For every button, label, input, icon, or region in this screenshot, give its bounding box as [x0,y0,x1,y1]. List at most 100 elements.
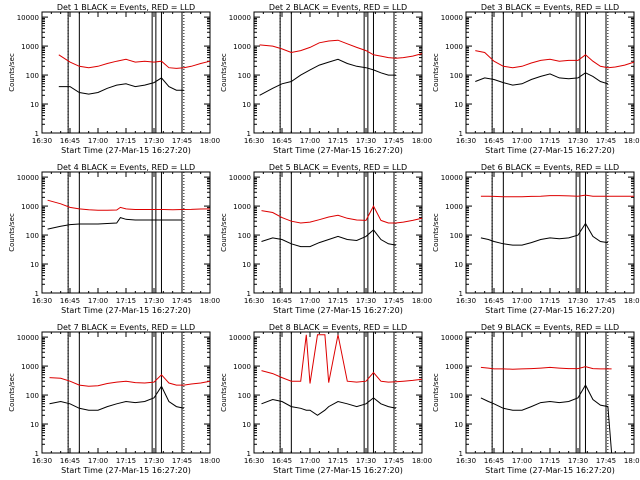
x-tick-label: 16:30 [244,297,264,305]
detector-panel-7: 1 10 100 1000 10000 16:30 16:45 17:00 17:15 17:30… [8,323,220,475]
x-tick-label: 17:45 [384,137,404,145]
x-tick-label: 18:00 [624,457,640,465]
y-tick-label: 1000 [445,363,463,371]
y-tick-label: 100 [450,232,463,240]
events-series-line [480,222,608,246]
x-tick-label: 18:00 [200,297,220,305]
x-tick-label: 17:45 [596,137,616,145]
y-tick-label: 10000 [441,174,463,182]
y-tick-label: 1 [247,450,251,458]
panel-title: Det 5 BLACK = Events, RED = LLD [269,163,407,172]
x-tick-label: 17:15 [116,137,136,145]
lld-series-line [475,50,635,69]
x-axis-label: Start Time (27-Mar-15 16:27:20) [273,466,403,475]
x-tick-label: 17:00 [300,457,320,465]
x-tick-label: 17:15 [328,137,348,145]
y-tick-label: 1000 [21,363,39,371]
y-tick-label: 10000 [17,14,39,22]
y-axis-label: Counts/sec [8,213,16,252]
events-series-line [47,217,182,230]
x-tick-label: 17:00 [88,297,108,305]
y-tick-label: 1 [459,290,463,298]
lld-series-line [261,205,423,224]
x-axis-label: Start Time (27-Mar-15 16:27:20) [273,146,403,155]
x-tick-label: 17:45 [172,457,192,465]
x-tick-label: 16:45 [60,297,80,305]
x-tick-label: 17:45 [384,457,404,465]
y-tick-label: 10000 [441,334,463,342]
y-tick-label: 100 [238,392,251,400]
detector-panel-1: 1 10 100 1000 10000 16:30 16:45 17:00 17:15 17:30… [8,3,220,155]
x-tick-label: 18:00 [200,137,220,145]
y-tick-label: 1000 [21,203,39,211]
y-tick-label: 1 [247,290,251,298]
x-tick-label: 16:30 [456,297,476,305]
y-tick-label: 10000 [17,334,39,342]
x-tick-label: 17:30 [568,297,588,305]
y-tick-label: 1000 [445,203,463,211]
lld-series-line [49,374,211,387]
y-tick-label: 10 [30,261,39,269]
y-tick-label: 10 [242,101,251,109]
panel-title: Det 8 BLACK = Events, RED = LLD [269,323,407,332]
y-tick-label: 1000 [233,43,251,51]
x-axis-label: Start Time (27-Mar-15 16:27:20) [485,146,615,155]
x-tick-label: 18:00 [200,457,220,465]
y-tick-label: 10 [30,101,39,109]
x-axis-label: Start Time (27-Mar-15 16:27:20) [485,466,615,475]
x-tick-label: 17:30 [144,137,164,145]
detector-panel-2: 1 10 100 1000 10000 16:30 16:45 17:00 17:15 17:30… [220,3,432,155]
y-tick-label: 10 [454,261,463,269]
x-tick-label: 17:30 [568,457,588,465]
y-axis-label: Counts/sec [432,213,440,252]
y-tick-label: 1 [35,130,39,138]
x-tick-label: 17:15 [540,137,560,145]
x-tick-label: 17:00 [512,137,532,145]
y-tick-label: 100 [238,232,251,240]
x-tick-label: 16:30 [32,137,52,145]
y-tick-label: 1 [459,130,463,138]
x-tick-label: 18:00 [412,297,432,305]
x-tick-label: 17:45 [172,297,192,305]
y-axis-label: Counts/sec [8,373,16,412]
y-axis-label: Counts/sec [432,53,440,92]
detector-panel-9: 1 10 100 1000 10000 16:30 16:45 17:00 17:15 17:30… [432,323,640,475]
y-tick-label: 100 [238,72,251,80]
y-tick-label: 10 [454,101,463,109]
lld-series-line [47,199,211,211]
detector-panel-8: 1 10 100 1000 10000 16:30 16:45 17:00 17:15 17:30… [220,323,432,475]
x-tick-label: 16:30 [456,457,476,465]
x-tick-label: 17:00 [300,297,320,305]
x-axis-label: Start Time (27-Mar-15 16:27:20) [61,306,191,315]
x-tick-label: 17:15 [540,457,560,465]
x-axis-label: Start Time (27-Mar-15 16:27:20) [273,306,403,315]
y-tick-label: 100 [26,232,39,240]
x-tick-label: 16:30 [244,137,264,145]
y-tick-label: 100 [450,392,463,400]
detector-panel-6: 1 10 100 1000 10000 16:30 16:45 17:00 17:15 17:30… [432,163,640,315]
y-tick-label: 1 [459,450,463,458]
y-tick-label: 10 [454,421,463,429]
x-tick-label: 16:30 [32,297,52,305]
x-tick-label: 17:00 [512,457,532,465]
x-tick-label: 17:15 [116,457,136,465]
x-tick-label: 16:45 [60,137,80,145]
y-axis-label: Counts/sec [220,213,228,252]
detector-panel-5: 1 10 100 1000 10000 16:30 16:45 17:00 17:15 17:30… [220,163,432,315]
lld-series-line [480,366,612,370]
events-series-line [49,385,185,411]
x-tick-label: 18:00 [624,137,640,145]
y-axis-label: Counts/sec [220,53,228,92]
y-tick-label: 1000 [21,43,39,51]
x-tick-label: 16:45 [484,137,504,145]
y-tick-label: 10000 [229,174,251,182]
lld-series-line [261,334,423,384]
y-tick-label: 10 [242,261,251,269]
events-series-line [259,58,396,96]
x-tick-label: 17:45 [596,297,616,305]
y-tick-label: 100 [26,72,39,80]
x-axis-label: Start Time (27-Mar-15 16:27:20) [61,146,191,155]
x-tick-label: 17:15 [116,297,136,305]
x-tick-label: 16:45 [272,457,292,465]
y-tick-label: 10 [30,421,39,429]
